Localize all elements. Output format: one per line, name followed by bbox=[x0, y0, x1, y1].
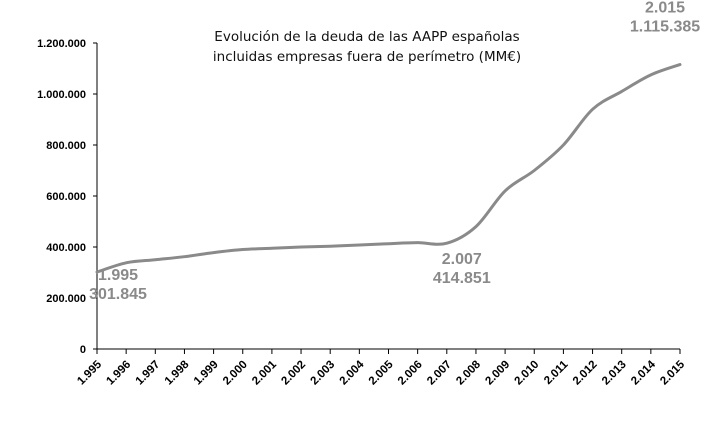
annotation-value: 301.845 bbox=[89, 286, 147, 303]
y-axis: 0 200.000 400.000 600.000 800.000 1.000.000 1.… bbox=[37, 38, 98, 356]
x-tick-label: 1.998 bbox=[163, 358, 192, 387]
y-tick-label: 1.000.000 bbox=[37, 89, 86, 101]
x-tick-label: 2.014 bbox=[629, 358, 658, 387]
x-tick-label: 1.995 bbox=[75, 358, 104, 387]
y-tick-label: 1.200.000 bbox=[37, 38, 86, 50]
x-tick-label: 2.006 bbox=[396, 359, 425, 388]
x-tick-label: 2.015 bbox=[658, 358, 687, 387]
annotation-year: 2.015 bbox=[645, 0, 685, 17]
y-tick-label: 800.000 bbox=[46, 140, 86, 152]
x-axis: 1.995 1.996 1.997 1.998 1.999 2.000 2.001 2.002… bbox=[75, 348, 688, 388]
annotation-20: 2.015 1.115.385 bbox=[630, 0, 700, 36]
x-tick-label: 2.011 bbox=[542, 358, 571, 387]
x-tick-label: 2.000 bbox=[221, 359, 250, 388]
annotation-year: 1.995 bbox=[98, 267, 138, 284]
annotation-0: 1.995 301.845 bbox=[89, 267, 147, 303]
x-tick-label: 2.009 bbox=[483, 359, 512, 388]
x-tick-label: 2.004 bbox=[338, 358, 367, 387]
x-tick-label: 2.012 bbox=[571, 359, 600, 388]
chart-title-line-2: incluidas empresas fuera de perímetro (M… bbox=[213, 49, 521, 65]
x-tick-label: 1.997 bbox=[134, 359, 163, 388]
annotation-12: 2.007 414.851 bbox=[433, 251, 491, 287]
y-tick-label: 200.000 bbox=[46, 293, 86, 305]
annotation-value: 1.115.385 bbox=[630, 19, 700, 36]
x-tick-label: 2.013 bbox=[600, 359, 629, 388]
chart-title: Evolución de la deuda de las AAPP españo… bbox=[213, 29, 521, 65]
annotations-group: 1.995 301.845 2.007 414.851 2.015 1.115.385 bbox=[89, 0, 700, 303]
x-tick-label: 1.999 bbox=[192, 359, 221, 388]
annotation-year: 2.007 bbox=[442, 251, 482, 268]
x-tick-label: 2.001 bbox=[250, 358, 279, 387]
y-tick-label: 400.000 bbox=[46, 242, 86, 254]
x-tick-label: 1.996 bbox=[104, 359, 133, 388]
x-tick-label: 2.010 bbox=[513, 359, 542, 388]
series-group bbox=[95, 63, 682, 274]
y-tick-label: 600.000 bbox=[46, 191, 86, 203]
x-tick-label: 2.005 bbox=[367, 358, 396, 387]
y-tick-label: 0 bbox=[80, 344, 86, 356]
series-line-deuda bbox=[95, 63, 682, 274]
x-tick-label: 2.002 bbox=[279, 359, 308, 388]
annotation-value: 414.851 bbox=[433, 270, 491, 287]
x-tick-label: 2.003 bbox=[308, 359, 337, 388]
x-tick-label: 2.007 bbox=[425, 359, 454, 388]
x-tick-label: 2.008 bbox=[454, 358, 483, 387]
chart-title-line-1: Evolución de la deuda de las AAPP españo… bbox=[214, 29, 519, 45]
